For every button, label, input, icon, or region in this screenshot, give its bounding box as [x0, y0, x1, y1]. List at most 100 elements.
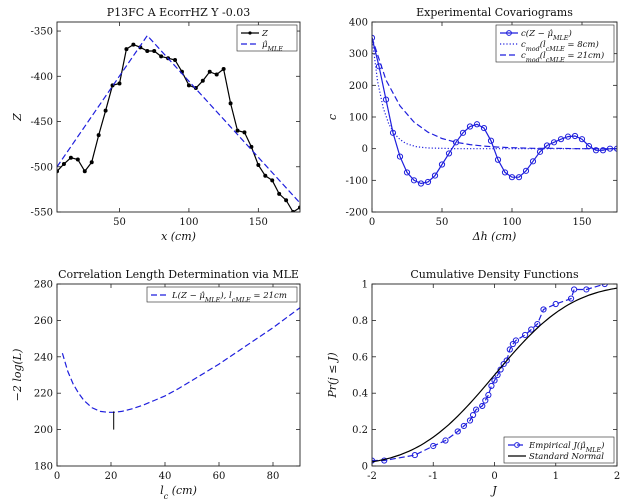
x-tick-label: 50	[436, 217, 449, 228]
data-point	[186, 83, 191, 88]
data-point	[488, 382, 495, 390]
data-point	[82, 169, 87, 174]
y-tick-label: 100	[349, 113, 368, 124]
chart-title: Cumulative Density Functions	[410, 268, 579, 281]
x-tick-label: 0	[369, 217, 375, 228]
data-point	[96, 133, 101, 138]
chart-title: Experimental Covariograms	[416, 6, 573, 19]
data-point	[522, 167, 530, 174]
data-point	[536, 148, 544, 155]
data-point	[389, 129, 397, 136]
data-point	[235, 128, 240, 133]
y-tick-label: 200	[34, 425, 53, 436]
chart-title: P13FC A EcorrHZ Y -0.03	[107, 6, 250, 19]
data-point	[403, 169, 411, 176]
data-point	[506, 346, 513, 353]
data-point	[124, 47, 129, 52]
data-point	[459, 129, 467, 136]
data-point	[396, 153, 404, 160]
data-point	[491, 377, 498, 384]
data-point	[494, 156, 502, 163]
data-point	[145, 48, 150, 53]
data-point	[454, 428, 461, 435]
y-tick-label: -350	[31, 27, 53, 38]
data-point	[466, 123, 474, 130]
data-point	[522, 331, 529, 339]
y-tick-label: 300	[349, 49, 368, 60]
x-axis-label: J	[490, 484, 497, 497]
data-point	[61, 162, 66, 167]
data-point	[372, 34, 376, 41]
data-point	[509, 340, 516, 348]
data-point	[460, 422, 467, 430]
plot-area	[57, 34, 300, 212]
data-point	[431, 172, 439, 179]
x-tick-label: 1	[553, 471, 559, 482]
panel-1: P13FC A EcorrHZ Y -0.03 50 100 150 -550 -500 -…	[11, 6, 301, 243]
data-point	[277, 191, 282, 196]
series-line-1	[57, 43, 300, 212]
data-point	[221, 67, 226, 72]
legend-label: Z	[261, 29, 269, 39]
data-point	[263, 173, 268, 178]
legend-marker	[248, 31, 252, 35]
y-tick-label: -100	[346, 176, 368, 187]
data-point	[466, 417, 474, 424]
data-point	[117, 81, 122, 86]
y-tick-label: -500	[31, 162, 53, 173]
data-point	[284, 198, 289, 203]
x-tick-label: 20	[105, 471, 118, 482]
data-point	[75, 157, 80, 162]
y-tick-label: 280	[34, 280, 53, 291]
data-point	[528, 326, 535, 333]
x-tick-label: 50	[113, 217, 126, 228]
data-point	[200, 78, 205, 83]
data-point	[89, 160, 94, 165]
series-line-2	[57, 34, 300, 204]
y-axis-label: Z	[11, 113, 24, 122]
legend-box	[236, 24, 298, 52]
x-tick-label: -2	[367, 471, 377, 482]
x-tick-label: 80	[267, 471, 280, 482]
plot-area	[61, 307, 300, 430]
axes-frame	[56, 283, 301, 467]
legend: Zμ̂MLE	[236, 24, 298, 53]
series-line-1	[61, 307, 300, 413]
y-tick-label: 0.4	[352, 389, 368, 400]
y-tick-label: 220	[34, 389, 53, 400]
data-point	[479, 402, 486, 410]
y-tick-label: 240	[34, 352, 53, 363]
data-point	[564, 133, 572, 140]
data-point	[207, 69, 212, 74]
y-axis-label: Pr(j ≤ J)	[326, 352, 339, 398]
data-point	[592, 147, 600, 154]
x-tick-label: 150	[572, 217, 591, 228]
chart-title: Correlation Length Determination via MLE	[58, 268, 299, 281]
x-tick-label: 0	[54, 471, 60, 482]
x-tick-label: 0	[491, 471, 497, 482]
legend-box	[495, 24, 615, 63]
series-line-3	[372, 37, 617, 150]
data-point	[485, 391, 492, 399]
series-line-1	[372, 37, 617, 185]
y-tick-label: 200	[349, 81, 368, 92]
y-tick-label: -550	[31, 208, 53, 219]
legend-marker	[514, 442, 520, 448]
y-tick-label: 1	[362, 280, 368, 291]
data-point	[508, 174, 516, 181]
data-point	[500, 360, 507, 368]
x-axis-label: Δh (cm)	[472, 230, 517, 243]
panel-3: Correlation Length Determination via MLE…	[11, 268, 301, 499]
data-point	[529, 158, 537, 165]
x-tick-label: 60	[213, 471, 226, 482]
data-point	[601, 284, 608, 288]
data-point	[557, 136, 565, 143]
data-point	[249, 144, 254, 149]
panel-2: Experimental Covariograms 0 50 100 150 -200 -1…	[326, 6, 618, 243]
series-line-2	[372, 287, 617, 463]
data-point	[131, 42, 136, 47]
y-axis-label: c	[326, 114, 339, 120]
y-tick-label: 0.6	[352, 352, 368, 363]
x-axis-label: x (cm)	[161, 230, 196, 243]
